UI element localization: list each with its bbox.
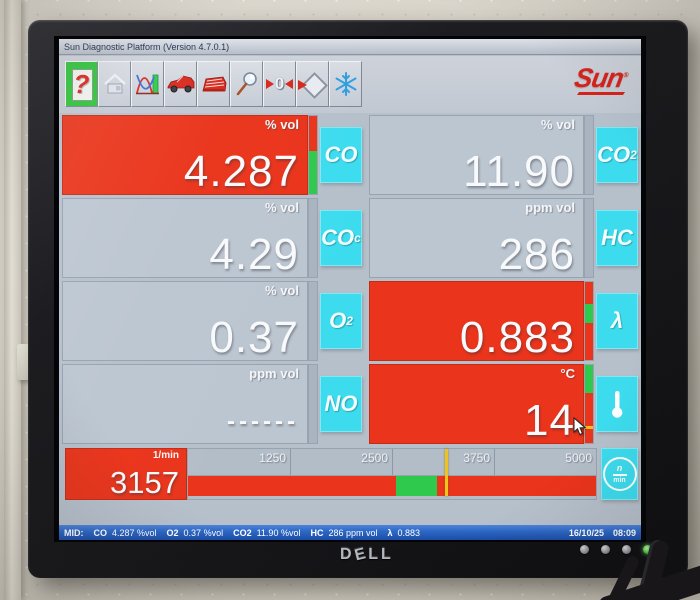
status-prefix: MID: [64,527,84,538]
gauge-co-chip[interactable]: CO [320,115,362,195]
toolbar: ? [59,56,641,113]
gauge-o2-unit: % vol [265,283,299,298]
magnifier-icon [236,72,257,96]
freeze-button[interactable] [329,61,362,107]
rpm-scale: 1250 2500 3750 5000 [187,448,597,500]
gauge-temp-unit: °C [560,366,575,381]
monitor-plus-button[interactable] [622,545,631,554]
exit-button[interactable] [296,61,329,107]
rpm-n-min-icon: n min [602,457,637,491]
gauge-co2: % vol 11.90 CO 2 [369,115,638,195]
gauge-temp-chip[interactable] [596,364,638,444]
exit-diamond-icon [297,72,328,99]
gauge-no-value: ------ [227,407,299,435]
sun-logo: Sun® [572,63,628,95]
gauge-no-value-area: ppm vol ------ [62,364,308,444]
gauge-lambda: 0.883 λ [369,281,638,361]
help-page-icon [72,69,93,101]
screen: Sun Diagnostic Platform (Version 4.7.0.1… [54,36,646,542]
gauge-hc-limit-bar [584,198,594,278]
question-mark-icon: ? [73,68,90,99]
gauge-hc: ppm vol 286 HC [369,198,638,278]
status-date: 16/10/25 [568,527,604,538]
car-rear-icon [201,76,226,92]
monitor-power-button[interactable] [643,545,652,554]
gauge-lambda-value-area: 0.883 [369,281,584,361]
rpm-bar [188,475,596,496]
gauge-co2-limit-bar [584,115,594,195]
gauge-co-value-area: % vol 4.287 [62,115,308,195]
status-bar: MID: CO 4.287 %vol O2 0.37 %vol CO2 11.90 %… [59,525,641,540]
gauge-no: ppm vol ------ NO [62,364,362,444]
zoom-button[interactable] [230,61,263,107]
home-button[interactable] [98,61,131,107]
monitor-minus-button[interactable] [601,545,610,554]
sun-diagnostic-app: Sun Diagnostic Platform (Version 4.7.0.1… [59,39,641,540]
rpm-unit: 1/min [152,450,179,461]
gauge-co2-value-area: % vol 11.90 [369,115,584,195]
gauge-co-unit: % vol [265,117,299,132]
rpm-tick-1250: 1250 [259,451,286,465]
gauge-temp-limit-bar [584,364,594,444]
gauge-temp-value: 14 [524,395,575,445]
gauge-lambda-chip[interactable]: λ [596,281,638,361]
gauge-co: % vol 4.287 CO [62,115,362,195]
rpm-marker [445,449,449,496]
gauge-temperature: °C 14 [369,364,638,444]
gauge-o2-value-area: % vol 0.37 [62,281,308,361]
gauge-hc-value-area: ppm vol 286 [369,198,584,278]
gauge-coc-value-area: % vol 4.29 [62,198,308,278]
zero-calibration-button[interactable]: 0 [263,61,296,107]
rpm-tick-5000: 5000 [565,451,592,465]
gauge-temp-value-area: °C 14 [369,364,584,444]
window-titlebar: Sun Diagnostic Platform (Version 4.7.0.1… [59,39,641,55]
gauge-coc-limit-bar [308,198,318,278]
gauge-lambda-value: 0.883 [459,312,575,362]
gauge-co2-chip[interactable]: CO 2 [596,115,638,195]
status-time: 08:09 [612,527,636,538]
power-cables [540,530,700,600]
graphs-button[interactable] [131,61,164,107]
snowflake-icon [335,72,356,96]
thermometer-icon [612,391,623,418]
gauge-hc-value: 286 [498,229,575,279]
gauge-o2-value: 0.37 [209,312,299,362]
gauge-o2-limit-bar [308,281,318,361]
gauge-co-value: 4.287 [183,146,299,196]
rpm-value: 3157 [110,464,179,500]
rpm-tick-2500: 2500 [361,451,388,465]
gauge-co-corrected: % vol 4.29 CO c [62,198,362,278]
monitor-bezel: Sun Diagnostic Platform (Version 4.7.0.1… [28,20,688,578]
gauge-no-chip[interactable]: NO [320,364,362,444]
gauge-coc-value: 4.29 [209,229,299,279]
rpm-tick-3750: 3750 [463,451,490,465]
rpm-chip[interactable]: n min [601,448,638,500]
vehicle-button[interactable] [164,61,197,107]
gauge-no-unit: ppm vol [249,366,299,381]
monitor-controls [580,545,652,554]
car-open-hood-icon [167,75,194,93]
wall-conduit [4,0,21,600]
window-title: Sun Diagnostic Platform (Version 4.7.0.1… [64,42,230,52]
gauge-coc-chip[interactable]: CO c [320,198,362,278]
dell-logo: DELL [340,544,394,565]
help-button[interactable]: ? [65,61,98,107]
gauge-co-limit-bar [308,115,318,195]
rpm-value-area: 1/min 3157 [65,448,187,500]
gauge-co2-unit: % vol [541,117,575,132]
gauge-hc-unit: ppm vol [525,200,575,215]
gauge-lambda-limit-bar [584,281,594,361]
vehicle-data-button[interactable] [197,61,230,107]
monitor-menu-button[interactable] [580,545,589,554]
gauge-no-limit-bar [308,364,318,444]
zero-icon: 0 [265,74,294,94]
gauge-hc-chip[interactable]: HC [596,198,638,278]
curves-chart-icon [135,74,159,95]
home-icon [103,73,126,94]
gauge-coc-unit: % vol [265,200,299,215]
gauge-co2-value: 11.90 [463,146,575,196]
